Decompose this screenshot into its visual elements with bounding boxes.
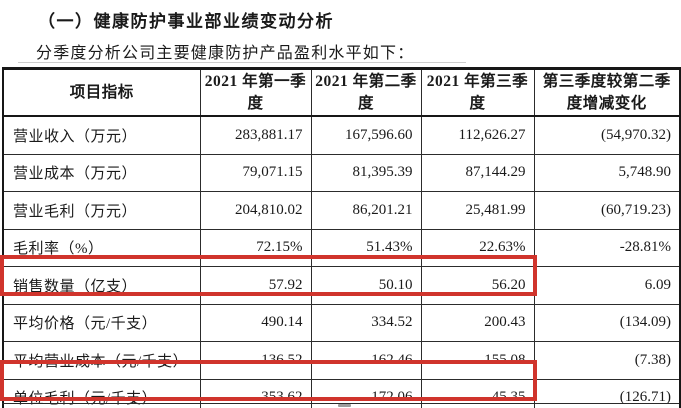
- row-value: 81,395.39: [310, 153, 422, 192]
- row-value: 112,626.27: [420, 115, 535, 155]
- table-row: 营业毛利（万元） 204,810.02 86,201.21 25,481.99 (60,…: [2, 191, 681, 230]
- table-row: 毛利率（%） 72.15% 51.43% 22.63% -28.81%: [2, 228, 681, 267]
- scan-artifact-line: [18, 62, 466, 63]
- row-value: 56.20: [420, 266, 535, 305]
- intro-text: 分季度分析公司主要健康防护产品盈利水平如下：: [36, 45, 415, 62]
- row-value: (60,719.23): [533, 191, 681, 230]
- table-row: 营业成本（万元） 79,071.15 81,395.39 87,144.29 5,748…: [2, 153, 681, 192]
- row-value: 86,201.21: [310, 191, 422, 230]
- row-value: (54,970.32): [533, 115, 681, 155]
- table-row: 销售数量（亿支） 57.92 50.10 56.20 6.09: [2, 266, 681, 305]
- col-header-indicator: 项目指标: [2, 68, 201, 117]
- scan-artifact-mark: [338, 404, 351, 407]
- row-value: 57.92: [199, 266, 312, 305]
- row-value: 155.08: [420, 341, 535, 380]
- row-label: 毛利率（%）: [2, 228, 201, 267]
- row-value: 204,810.02: [199, 191, 312, 230]
- row-value: 87,144.29: [420, 153, 535, 192]
- col-header-q3-vs-q2-change: 第三季度较第二季 度增减变化: [533, 68, 681, 117]
- col-header-2021-q3: 2021 年第三季 度: [420, 68, 535, 117]
- quarterly-profit-table: 项目指标 2021 年第一季 度 2021 年第二季 度 2021 年第三季 度…: [2, 67, 681, 408]
- row-value: 136.52: [199, 341, 312, 380]
- row-label: 营业毛利（万元）: [2, 191, 201, 230]
- row-value: 167,596.60: [310, 115, 422, 155]
- row-value: 283,881.17: [199, 115, 312, 155]
- col-header-2021-q1: 2021 年第一季 度: [199, 68, 312, 117]
- row-value: -28.81%: [533, 228, 681, 267]
- row-label: 营业成本（万元）: [2, 153, 201, 192]
- section-heading: （一）健康防护事业部业绩变动分析: [38, 12, 334, 31]
- row-value: 334.52: [310, 303, 422, 342]
- table-bottom-double-rule: [2, 403, 679, 404]
- row-label: 平均价格（元/千支）: [2, 303, 201, 342]
- row-value: 6.09: [533, 266, 681, 305]
- table-row: 平均价格（元/千支） 490.14 334.52 200.43 (134.09): [2, 303, 681, 342]
- row-value: (134.09): [533, 303, 681, 342]
- col-header-2021-q2: 2021 年第二季 度: [310, 68, 422, 117]
- row-label: 平均营业成本（元/千支）: [2, 341, 201, 380]
- table-row: 平均营业成本（元/千支） 136.52 162.46 155.08 (7.38): [2, 341, 681, 380]
- row-value: 162.46: [310, 341, 422, 380]
- row-value: 5,748.90: [533, 153, 681, 192]
- row-value: 22.63%: [420, 228, 535, 267]
- row-value: 79,071.15: [199, 153, 312, 192]
- row-value: 50.10: [310, 266, 422, 305]
- table-header-row: 项目指标 2021 年第一季 度 2021 年第二季 度 2021 年第三季 度…: [2, 68, 681, 117]
- row-label: 销售数量（亿支）: [2, 266, 201, 305]
- row-value: (7.38): [533, 341, 681, 380]
- row-value: 72.15%: [199, 228, 312, 267]
- row-label: 营业收入（万元）: [2, 115, 201, 155]
- row-value: 51.43%: [310, 228, 422, 267]
- table-row: 营业收入（万元） 283,881.17 167,596.60 112,626.27 (5…: [2, 115, 681, 155]
- row-value: 25,481.99: [420, 191, 535, 230]
- table-body: 营业收入（万元） 283,881.17 167,596.60 112,626.27 (5…: [2, 115, 681, 408]
- row-value: 490.14: [199, 303, 312, 342]
- table-header: 项目指标 2021 年第一季 度 2021 年第二季 度 2021 年第三季 度…: [2, 68, 681, 117]
- row-value: 200.43: [420, 303, 535, 342]
